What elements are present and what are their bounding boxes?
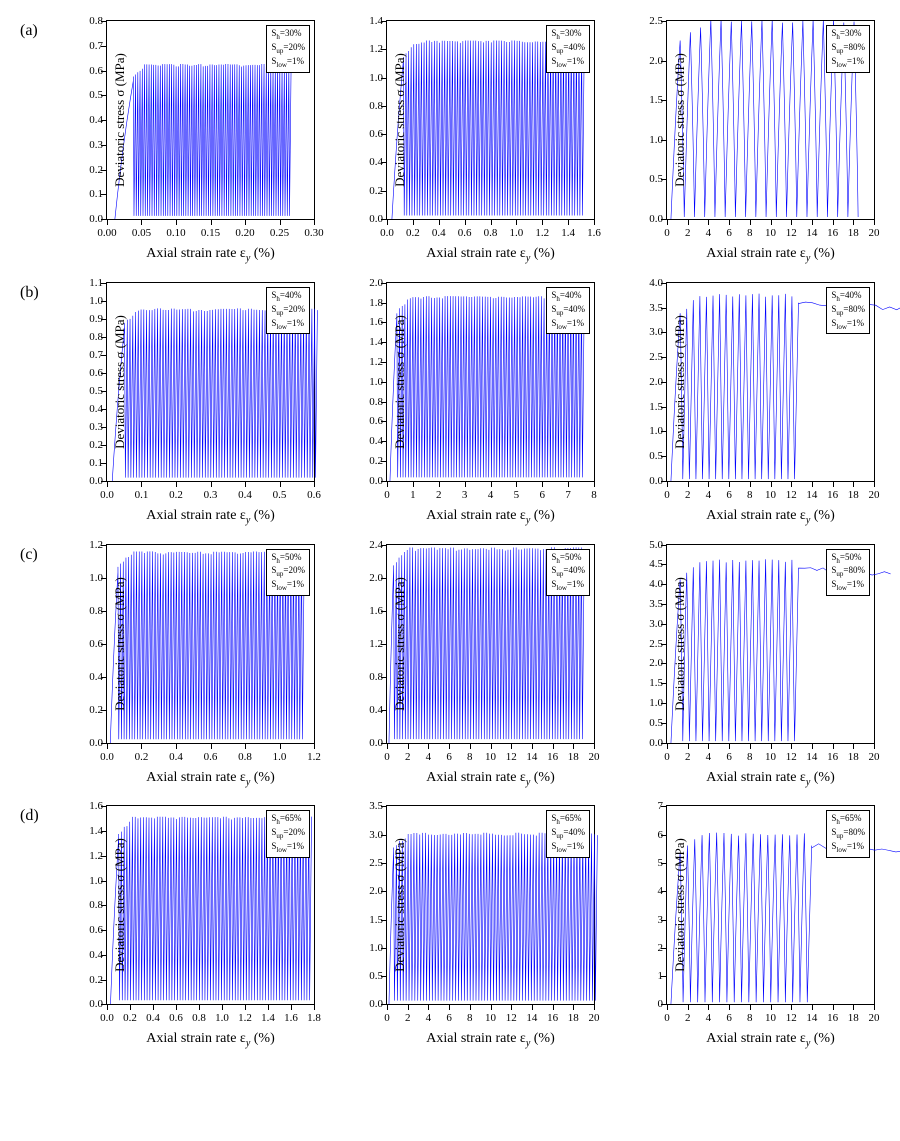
legend: Sh=40%Sup=40%Slow=1%: [546, 287, 590, 335]
x-axis-title: Axial strain rate εy (%): [106, 1031, 315, 1049]
x-axis-title: Axial strain rate εy (%): [666, 508, 875, 526]
y-axis-title: Deviatoric stress σ (MPa): [112, 315, 128, 449]
x-axis-title: Axial strain rate εy (%): [666, 246, 875, 264]
chart-panel: Sh=65%Sup=80%Slow=1%01234567024681012141…: [610, 805, 875, 1049]
x-axis-title: Axial strain rate εy (%): [106, 246, 315, 264]
y-axis-title: Deviatoric stress σ (MPa): [672, 839, 688, 973]
legend: Sh=50%Sup=40%Slow=1%: [546, 549, 590, 597]
y-axis-title: Deviatoric stress σ (MPa): [392, 839, 408, 973]
chart-panel: Sh=50%Sup=20%Slow=1%0.00.20.40.60.81.01.…: [50, 544, 315, 788]
y-axis-title: Deviatoric stress σ (MPa): [112, 53, 128, 187]
y-axis-title: Deviatoric stress σ (MPa): [112, 839, 128, 973]
y-axis-title: Deviatoric stress σ (MPa): [392, 53, 408, 187]
x-axis-title: Axial strain rate εy (%): [106, 770, 315, 788]
legend: Sh=65%Sup=80%Slow=1%: [826, 810, 870, 858]
legend: Sh=30%Sup=80%Slow=1%: [826, 25, 870, 73]
row-label: (d): [20, 805, 40, 1049]
y-axis-title: Deviatoric stress σ (MPa): [392, 577, 408, 711]
chart-panel: Sh=50%Sup=80%Slow=1%0.00.51.01.52.02.53.…: [610, 544, 875, 788]
y-axis-title: Deviatoric stress σ (MPa): [672, 53, 688, 187]
y-axis-title: Deviatoric stress σ (MPa): [672, 577, 688, 711]
legend: Sh=30%Sup=40%Slow=1%: [546, 25, 590, 73]
figure-grid: (a) Sh=30%Sup=20%Slow=1%0.00.10.20.30.40.…: [20, 20, 880, 1049]
legend: Sh=65%Sup=40%Slow=1%: [546, 810, 590, 858]
row-label: (b): [20, 282, 40, 526]
chart-panel: Sh=30%Sup=80%Slow=1%0.00.51.01.52.02.502…: [610, 20, 875, 264]
legend: Sh=40%Sup=20%Slow=1%: [266, 287, 310, 335]
y-axis-title: Deviatoric stress σ (MPa): [672, 315, 688, 449]
chart-panel: Sh=65%Sup=40%Slow=1%0.00.51.01.52.02.53.…: [330, 805, 595, 1049]
y-axis-title: Deviatoric stress σ (MPa): [112, 577, 128, 711]
x-axis-title: Axial strain rate εy (%): [386, 246, 595, 264]
x-axis-title: Axial strain rate εy (%): [386, 1031, 595, 1049]
legend: Sh=30%Sup=20%Slow=1%: [266, 25, 310, 73]
x-axis-title: Axial strain rate εy (%): [666, 770, 875, 788]
x-axis-title: Axial strain rate εy (%): [666, 1031, 875, 1049]
chart-panel: Sh=30%Sup=40%Slow=1%0.00.20.40.60.81.01.…: [330, 20, 595, 264]
legend: Sh=40%Sup=80%Slow=1%: [826, 287, 870, 335]
row-label: (a): [20, 20, 40, 264]
chart-panel: Sh=30%Sup=20%Slow=1%0.00.10.20.30.40.50.…: [50, 20, 315, 264]
x-axis-title: Axial strain rate εy (%): [106, 508, 315, 526]
chart-panel: Sh=40%Sup=80%Slow=1%0.00.51.01.52.02.53.…: [610, 282, 875, 526]
y-axis-title: Deviatoric stress σ (MPa): [392, 315, 408, 449]
chart-panel: Sh=40%Sup=40%Slow=1%0.00.20.40.60.81.01.…: [330, 282, 595, 526]
chart-panel: Sh=40%Sup=20%Slow=1%0.00.10.20.30.40.50.…: [50, 282, 315, 526]
legend: Sh=50%Sup=20%Slow=1%: [266, 549, 310, 597]
legend: Sh=50%Sup=80%Slow=1%: [826, 549, 870, 597]
legend: Sh=65%Sup=20%Slow=1%: [266, 810, 310, 858]
chart-panel: Sh=50%Sup=40%Slow=1%0.00.40.81.21.62.02.…: [330, 544, 595, 788]
x-axis-title: Axial strain rate εy (%): [386, 770, 595, 788]
chart-panel: Sh=65%Sup=20%Slow=1%0.00.20.40.60.81.01.…: [50, 805, 315, 1049]
x-axis-title: Axial strain rate εy (%): [386, 508, 595, 526]
row-label: (c): [20, 544, 40, 788]
